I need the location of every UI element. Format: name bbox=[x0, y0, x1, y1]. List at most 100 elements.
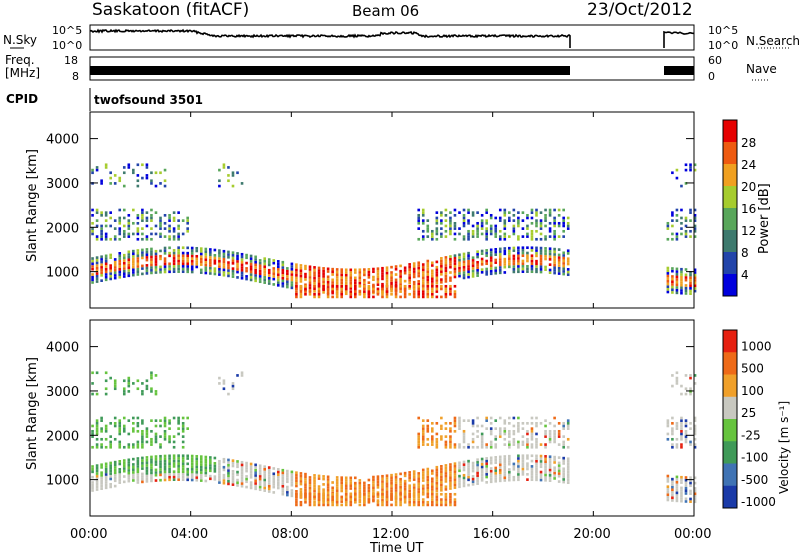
power-cell bbox=[122, 184, 126, 188]
velocity-cell bbox=[249, 475, 253, 479]
power-cell bbox=[453, 224, 457, 228]
freq-panel: Freq. [MHz] 18 8 60 0 Nave bbox=[5, 53, 777, 83]
power-cell bbox=[104, 273, 108, 276]
power-cell bbox=[394, 267, 398, 271]
power-cell bbox=[680, 216, 683, 220]
velocity-cell bbox=[548, 455, 552, 459]
velocity-cell bbox=[240, 371, 244, 375]
velocity-cell bbox=[508, 454, 511, 458]
power-cell bbox=[118, 262, 122, 266]
velocity-cell bbox=[684, 497, 688, 501]
velocity-cell bbox=[145, 440, 149, 444]
velocity-cell bbox=[159, 462, 162, 466]
power-cell bbox=[408, 273, 411, 277]
power-cell bbox=[444, 258, 448, 262]
power-cell bbox=[132, 252, 135, 256]
power-cell bbox=[544, 216, 547, 220]
velocity-cell bbox=[566, 478, 570, 482]
power-cell bbox=[113, 276, 117, 280]
power-cell bbox=[431, 277, 434, 281]
cpid-row: CPID twofsound 3501 bbox=[6, 88, 203, 111]
velocity-cell bbox=[322, 492, 325, 496]
power-cell bbox=[227, 263, 230, 267]
power-cell bbox=[299, 290, 303, 293]
velocity-cell bbox=[421, 419, 425, 422]
power-cell bbox=[476, 268, 479, 272]
velocity-cell bbox=[331, 489, 334, 492]
velocity-cell bbox=[132, 427, 135, 430]
power-cell bbox=[462, 216, 466, 220]
velocity-cell bbox=[680, 445, 683, 449]
velocity-cell bbox=[480, 476, 484, 479]
power-cell bbox=[299, 272, 303, 275]
power-cell bbox=[426, 265, 430, 268]
power-cell bbox=[195, 257, 199, 261]
power-cell bbox=[489, 251, 493, 254]
power-cell bbox=[485, 251, 488, 255]
power-cell bbox=[462, 257, 466, 261]
velocity-cell bbox=[100, 419, 103, 422]
velocity-cell bbox=[666, 432, 670, 436]
power-cell bbox=[172, 262, 176, 266]
velocity-cell bbox=[304, 488, 307, 492]
power-cell bbox=[109, 269, 112, 273]
velocity-cell bbox=[150, 371, 153, 375]
power-cell bbox=[100, 271, 103, 275]
power-cell bbox=[231, 256, 235, 260]
power-cell bbox=[118, 270, 122, 274]
velocity-cell bbox=[489, 480, 493, 484]
power-cell bbox=[403, 284, 407, 288]
power-cell bbox=[394, 273, 398, 276]
power-cell bbox=[363, 287, 366, 291]
velocity-cell bbox=[431, 490, 434, 494]
power-cell bbox=[403, 279, 407, 283]
power-cell bbox=[91, 208, 94, 212]
power-cell bbox=[562, 224, 565, 228]
power-cell bbox=[100, 179, 103, 183]
power-cell bbox=[399, 287, 402, 291]
velocity-cell bbox=[376, 492, 380, 496]
power-cell bbox=[467, 237, 470, 241]
power-cell bbox=[358, 290, 362, 293]
power-cell bbox=[449, 232, 452, 236]
power-cell bbox=[548, 252, 552, 256]
velocity-cell bbox=[557, 432, 561, 436]
velocity-cell bbox=[109, 435, 112, 438]
velocity-cell bbox=[421, 503, 425, 507]
power-cell bbox=[680, 273, 683, 276]
power-cell bbox=[322, 275, 325, 278]
velocity-cell bbox=[562, 462, 565, 465]
velocity-cell bbox=[204, 479, 208, 483]
velocity-cell bbox=[693, 495, 697, 498]
velocity-cell bbox=[480, 437, 484, 441]
power-cell bbox=[340, 268, 344, 271]
power-cell bbox=[503, 211, 507, 214]
power-cell bbox=[399, 272, 402, 276]
velocity-cell bbox=[172, 462, 176, 466]
velocity-cell bbox=[671, 477, 674, 481]
velocity-cell bbox=[150, 471, 153, 475]
power-cell bbox=[349, 271, 353, 274]
velocity-cell bbox=[281, 479, 285, 483]
power-cell bbox=[462, 260, 466, 264]
power-cell bbox=[385, 269, 389, 272]
power-cell bbox=[476, 263, 479, 267]
velocity-cell bbox=[145, 435, 149, 438]
power-cell bbox=[390, 284, 393, 288]
power-cell bbox=[245, 277, 248, 281]
velocity-cell bbox=[113, 384, 117, 388]
velocity-cell bbox=[118, 424, 122, 428]
power-cell bbox=[168, 229, 171, 233]
power-cell bbox=[113, 235, 117, 238]
velocity-cell bbox=[494, 419, 498, 422]
power-cell bbox=[503, 249, 507, 253]
velocity-cell bbox=[535, 443, 538, 446]
power-cell bbox=[535, 259, 538, 263]
velocity-cell bbox=[258, 475, 262, 478]
power-cell bbox=[435, 219, 439, 222]
velocity-cell bbox=[449, 498, 452, 501]
power-cell bbox=[308, 290, 312, 293]
power-cell bbox=[444, 224, 448, 228]
velocity-cell bbox=[453, 483, 457, 487]
velocity-cell bbox=[453, 480, 457, 484]
